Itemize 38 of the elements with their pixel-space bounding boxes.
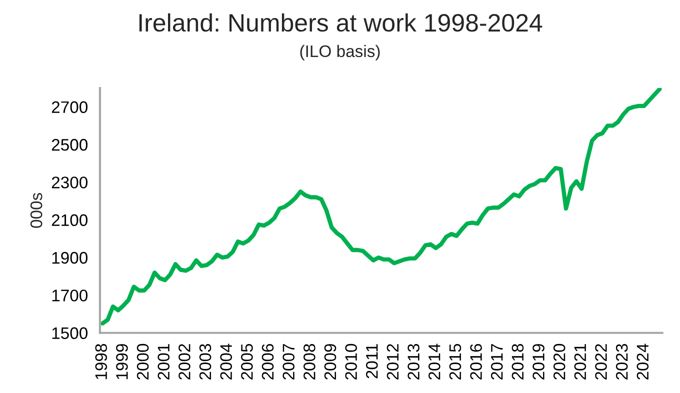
y-tick-label: 2700 (52, 101, 88, 114)
x-tick-label: 2007 (282, 344, 294, 380)
x-tick-label: 2008 (304, 344, 316, 380)
line-series (100, 88, 662, 326)
x-tick-label: 2019 (532, 344, 544, 380)
x-tick-label: 2020 (553, 344, 566, 380)
x-tick-label: 2016 (470, 344, 482, 380)
y-tick-label: 2100 (52, 214, 88, 226)
x-tick-label: 2004 (220, 344, 232, 380)
x-tick-label: 2018 (512, 344, 524, 380)
chart-subtitle: (ILO basis) (300, 44, 380, 60)
x-tick-label: 2000 (136, 344, 149, 380)
y-tick-label: 2300 (52, 176, 88, 188)
x-tick-label: 2011 (366, 344, 378, 378)
x-tick-label: 2023 (616, 344, 628, 380)
x-tick-label: 2002 (178, 344, 190, 380)
x-tick-label: 2017 (490, 344, 503, 380)
y-tick-label: 2500 (52, 138, 88, 151)
x-tick-label: 2012 (386, 344, 399, 380)
x-tick-label: 2003 (199, 344, 212, 380)
x-tick-label: 2021 (574, 344, 586, 380)
y-axis-title: 000s (30, 192, 42, 228)
chart-title: Ireland: Numbers at work 1998-2024 (139, 13, 542, 32)
x-tick-label: 2015 (449, 344, 462, 380)
x-tick-label: 1998 (95, 344, 108, 380)
x-tick-label: 2013 (408, 344, 420, 380)
x-tick-label: 2001 (158, 344, 170, 380)
y-tick-label: 1700 (52, 290, 88, 302)
x-tick-label: 2009 (324, 344, 336, 380)
x-tick-label: 2006 (262, 344, 274, 380)
y-tick-label: 1900 (52, 252, 88, 264)
x-tick-label: 2010 (345, 344, 357, 380)
y-tick-label: 1500 (52, 327, 88, 340)
x-tick-label: 1999 (116, 344, 128, 380)
x-tick-label: 2014 (428, 344, 440, 380)
x-tick-label: 2005 (241, 344, 253, 380)
x-tick-label: 2024 (636, 344, 649, 380)
x-tick-label: 2022 (595, 344, 607, 380)
